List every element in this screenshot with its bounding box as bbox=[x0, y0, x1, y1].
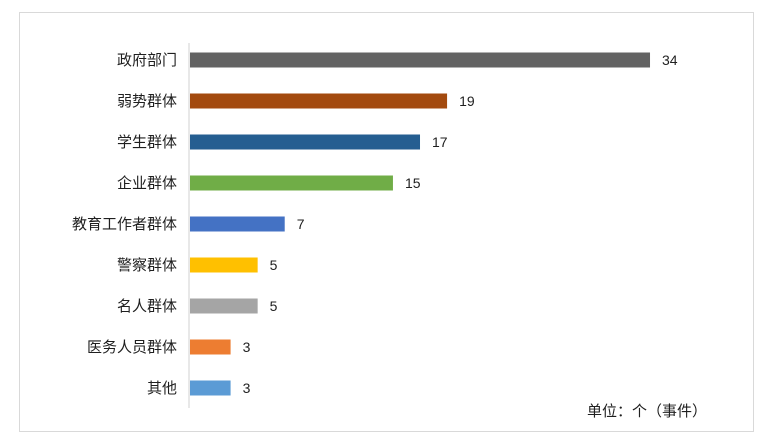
chart-frame bbox=[19, 12, 754, 432]
bar bbox=[190, 216, 285, 232]
bar bbox=[190, 134, 421, 150]
value-label: 5 bbox=[270, 257, 278, 273]
category-label: 学生群体 bbox=[117, 133, 177, 151]
value-labels-group: 34 19 17 15 7 5 5 3 3 bbox=[243, 52, 678, 396]
category-label: 名人群体 bbox=[117, 297, 177, 315]
value-label: 3 bbox=[243, 380, 251, 396]
unit-note: 单位：个（事件） bbox=[587, 402, 708, 420]
value-label: 19 bbox=[459, 93, 475, 109]
category-label: 医务人员群体 bbox=[87, 338, 177, 356]
bars-group bbox=[190, 52, 651, 396]
value-label: 17 bbox=[432, 134, 448, 150]
category-label: 警察群体 bbox=[117, 256, 177, 274]
category-label: 政府部门 bbox=[117, 51, 177, 69]
value-label: 15 bbox=[405, 175, 421, 191]
bar bbox=[190, 257, 258, 273]
bar bbox=[190, 175, 393, 191]
bar bbox=[190, 52, 651, 68]
bar bbox=[190, 93, 448, 109]
value-label: 3 bbox=[243, 339, 251, 355]
category-label: 教育工作者群体 bbox=[72, 215, 177, 233]
value-label: 5 bbox=[270, 298, 278, 314]
bar bbox=[190, 298, 258, 314]
bar bbox=[190, 339, 231, 355]
category-label: 其他 bbox=[147, 379, 177, 397]
bar bbox=[190, 380, 231, 396]
category-label: 弱势群体 bbox=[117, 92, 177, 110]
value-label: 7 bbox=[297, 216, 305, 232]
category-label: 企业群体 bbox=[117, 174, 177, 192]
value-label: 34 bbox=[662, 52, 678, 68]
